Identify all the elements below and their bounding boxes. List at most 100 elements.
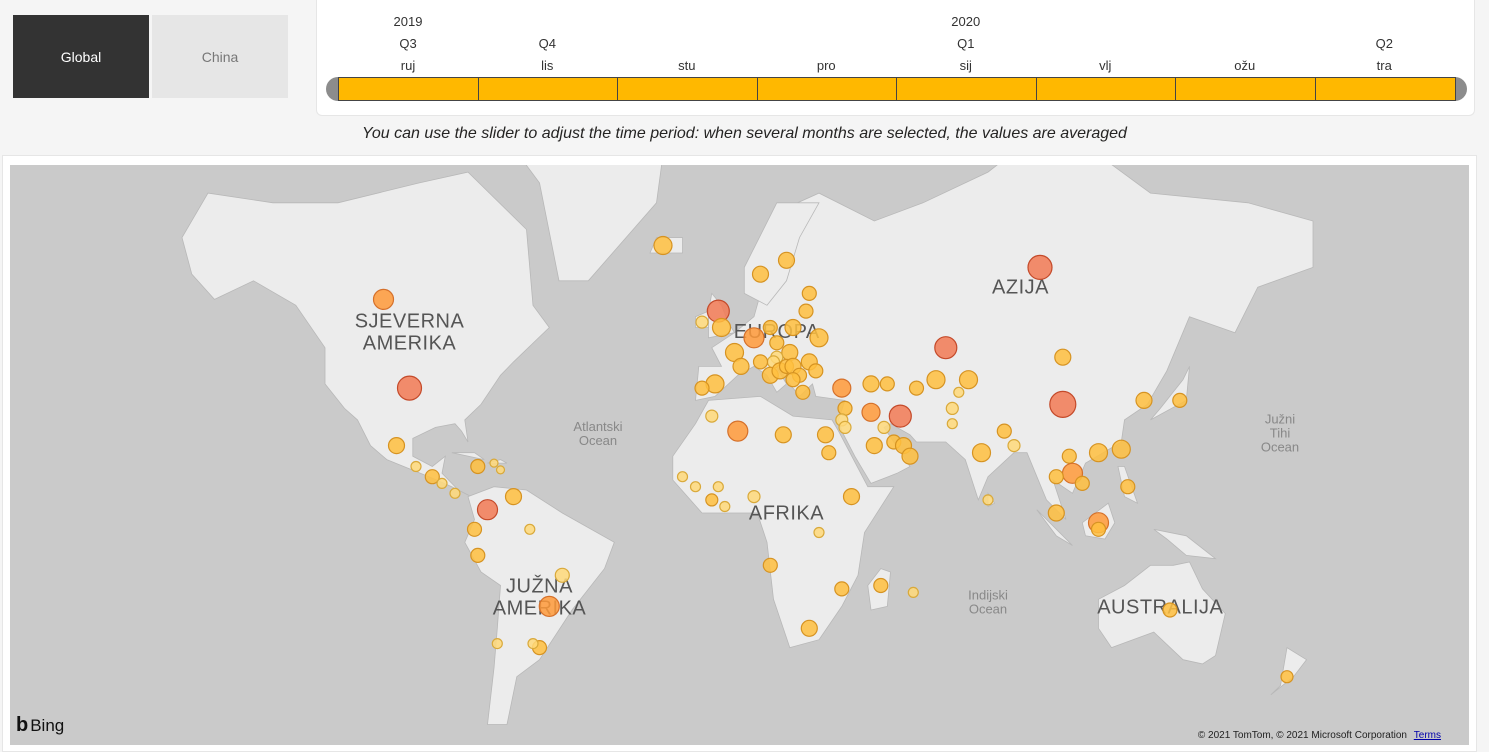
timeline-month-label[interactable]: stu <box>678 58 696 73</box>
timeline-selected-range[interactable] <box>338 77 1456 101</box>
location-bubble[interactable] <box>958 370 979 390</box>
location-bubble[interactable] <box>538 595 560 617</box>
location-bubble[interactable] <box>877 420 891 434</box>
location-bubble[interactable] <box>491 638 503 650</box>
location-bubble[interactable] <box>865 437 883 455</box>
timeline-month-cell[interactable] <box>758 78 897 100</box>
timeline-month-cell[interactable] <box>339 78 479 100</box>
location-bubble[interactable] <box>524 523 536 535</box>
location-bubble[interactable] <box>888 404 912 428</box>
location-bubble[interactable] <box>372 288 395 310</box>
location-bubble[interactable] <box>410 460 422 473</box>
timeline-month-cell[interactable] <box>618 78 758 100</box>
timeline-month-label[interactable]: lis <box>541 58 554 73</box>
location-bubble[interactable] <box>424 469 440 485</box>
location-bubble[interactable] <box>1027 254 1053 281</box>
location-bubble[interactable] <box>1088 443 1109 463</box>
timeline-quarter-label[interactable]: Q3 <box>399 36 417 51</box>
location-bubble[interactable] <box>719 500 731 513</box>
timeline-year-label[interactable]: 2020 <box>951 14 981 29</box>
location-bubble[interactable] <box>466 521 483 537</box>
timeline-month-cell[interactable] <box>479 78 618 100</box>
timeline-quarter-label[interactable]: Q1 <box>957 36 975 51</box>
location-bubble[interactable] <box>908 380 925 396</box>
location-bubble[interactable] <box>1172 392 1188 408</box>
location-bubble[interactable] <box>784 318 802 337</box>
timeline-month-label[interactable]: vlj <box>1099 58 1112 73</box>
timeline-quarter-label[interactable]: Q2 <box>1375 36 1393 51</box>
location-bubble[interactable] <box>653 235 673 256</box>
location-bubble[interactable] <box>785 372 801 388</box>
location-bubble[interactable] <box>798 303 814 319</box>
location-bubble[interactable] <box>1135 391 1153 409</box>
location-bubble[interactable] <box>504 488 523 506</box>
location-bubble[interactable] <box>879 376 895 392</box>
location-bubble[interactable] <box>489 458 499 468</box>
location-bubble[interactable] <box>945 401 959 415</box>
location-bubble[interactable] <box>809 328 829 348</box>
location-bubble[interactable] <box>801 285 817 301</box>
world-map[interactable]: SJEVERNAAMERIKAEUROPAAZIJAAFRIKAJUŽNAAME… <box>10 165 1469 745</box>
location-bubble[interactable] <box>695 315 709 329</box>
timeline-month-label[interactable]: sij <box>959 58 972 73</box>
timeline-month-label[interactable]: tra <box>1376 58 1392 73</box>
location-bubble[interactable] <box>808 363 824 379</box>
location-bubble[interactable] <box>901 447 919 465</box>
location-bubble[interactable] <box>996 423 1012 439</box>
timeline-track[interactable] <box>326 77 1467 101</box>
location-bubble[interactable] <box>834 581 850 597</box>
timeline-month-cell[interactable] <box>1316 78 1456 100</box>
location-bubble[interactable] <box>873 577 889 594</box>
timeline-month-label[interactable]: ožu <box>1234 58 1256 73</box>
global-filter-button[interactable]: Global <box>13 15 149 98</box>
location-bubble[interactable] <box>705 409 719 423</box>
location-bubble[interactable] <box>816 426 835 444</box>
location-bubble[interactable] <box>1111 439 1131 459</box>
location-bubble[interactable] <box>1049 390 1077 418</box>
location-bubble[interactable] <box>762 557 778 573</box>
location-bubble[interactable] <box>971 443 992 463</box>
location-bubble[interactable] <box>1048 469 1064 485</box>
location-bubble[interactable] <box>781 343 799 362</box>
terms-link[interactable]: Terms <box>1413 730 1441 741</box>
location-bubble[interactable] <box>1280 670 1294 684</box>
location-bubble[interactable] <box>694 380 710 396</box>
location-bubble[interactable] <box>907 586 919 598</box>
location-bubble[interactable] <box>470 547 486 563</box>
location-bubble[interactable] <box>747 490 761 504</box>
location-bubble[interactable] <box>1090 521 1107 537</box>
location-bubble[interactable] <box>926 370 946 390</box>
location-bubble[interactable] <box>711 317 732 338</box>
location-bubble[interactable] <box>436 477 448 489</box>
location-bubble[interactable] <box>813 526 825 539</box>
location-bubble[interactable] <box>727 420 749 442</box>
location-bubble[interactable] <box>689 481 702 493</box>
timeline-quarter-label[interactable]: Q4 <box>538 36 556 51</box>
location-bubble[interactable] <box>732 357 750 375</box>
location-bubble[interactable] <box>837 400 853 416</box>
location-bubble[interactable] <box>821 445 837 461</box>
timeline-month-cell[interactable] <box>1176 78 1316 100</box>
location-bubble[interactable] <box>861 402 881 422</box>
timeline-month-cell[interactable] <box>897 78 1037 100</box>
location-bubble[interactable] <box>387 437 406 455</box>
location-bubble[interactable] <box>934 336 958 360</box>
location-bubble[interactable] <box>777 251 796 269</box>
location-bubble[interactable] <box>1054 348 1072 366</box>
location-bubble[interactable] <box>554 567 570 583</box>
location-bubble[interactable] <box>982 494 994 506</box>
location-bubble[interactable] <box>705 493 719 507</box>
location-bubble[interactable] <box>495 465 506 475</box>
location-bubble[interactable] <box>953 386 965 398</box>
location-bubble[interactable] <box>470 458 486 475</box>
location-bubble[interactable] <box>476 499 499 521</box>
location-bubble[interactable] <box>396 375 423 401</box>
location-bubble[interactable] <box>1074 475 1090 491</box>
timeline-month-cell[interactable] <box>1037 78 1176 100</box>
location-bubble[interactable] <box>527 638 539 650</box>
location-bubble[interactable] <box>1162 602 1178 618</box>
location-bubble[interactable] <box>712 481 724 493</box>
location-bubble[interactable] <box>832 378 852 398</box>
location-bubble[interactable] <box>676 471 689 483</box>
location-bubble[interactable] <box>862 375 880 393</box>
